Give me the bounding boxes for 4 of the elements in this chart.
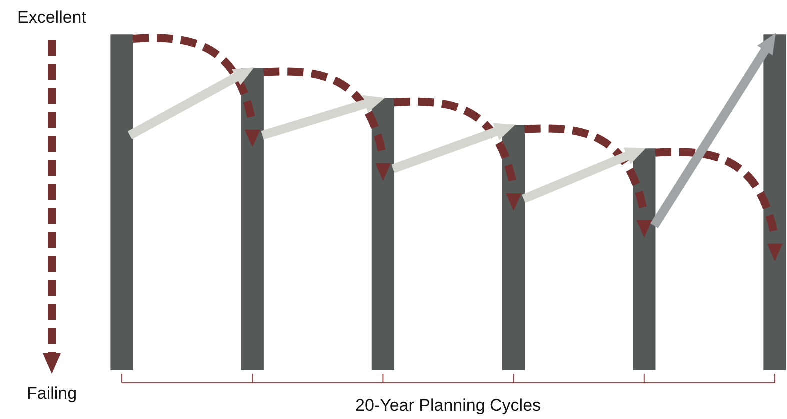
x-axis-title: 20-Year Planning Cycles xyxy=(356,396,542,416)
bar xyxy=(110,34,134,370)
text: Excellent xyxy=(18,8,86,28)
text: Failing xyxy=(27,384,78,404)
